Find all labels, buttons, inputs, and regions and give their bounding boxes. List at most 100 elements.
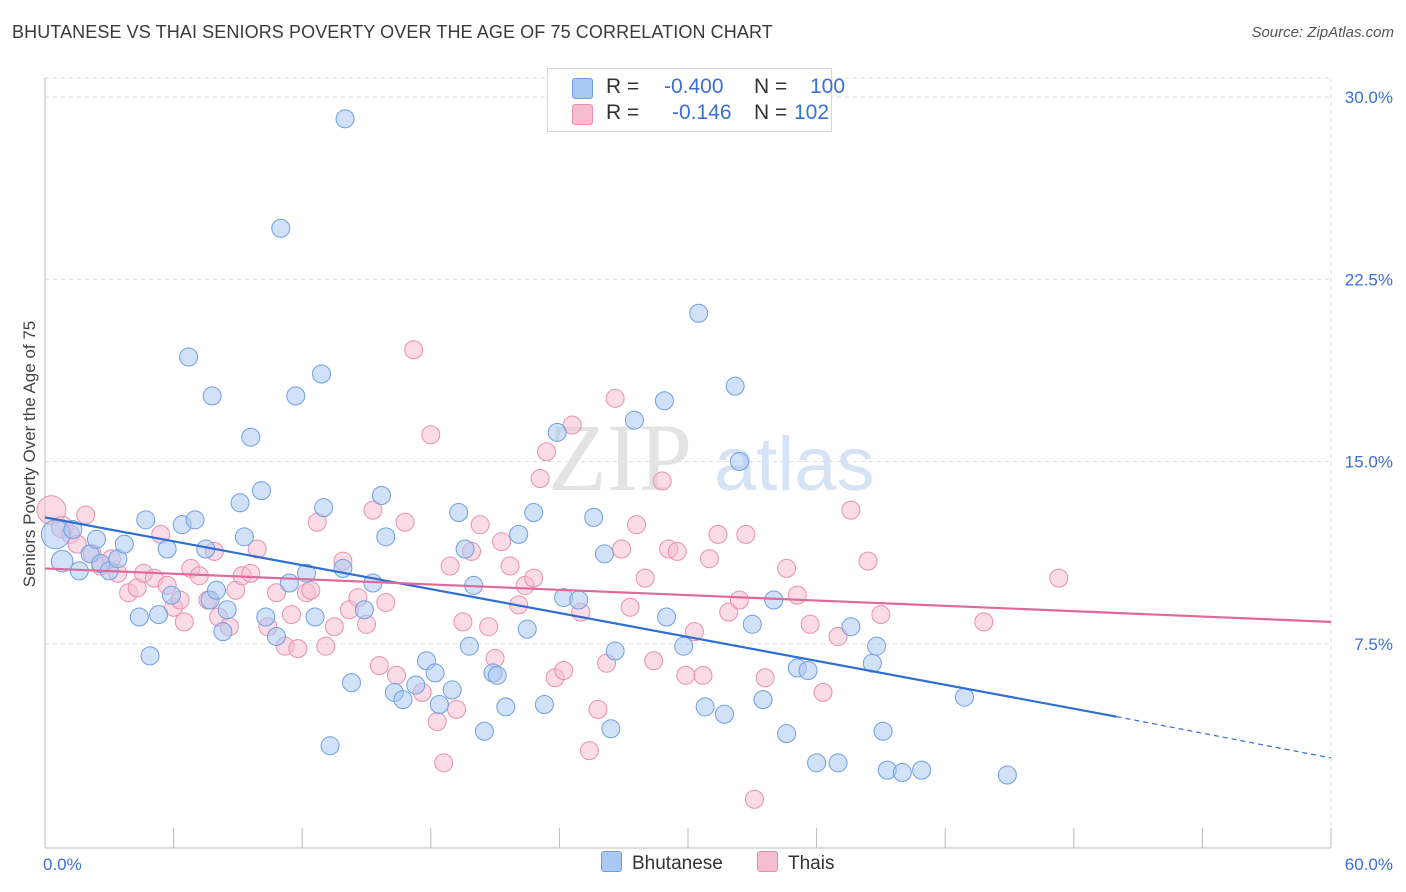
- bhutanese-point: [517, 619, 537, 639]
- bhutanese-point: [425, 663, 445, 683]
- bhutanese-point: [867, 636, 887, 656]
- bhutanese-point: [335, 109, 355, 129]
- bhutanese-point: [547, 422, 567, 442]
- bhutanese-point: [689, 303, 709, 323]
- thais-point: [699, 549, 719, 569]
- bhutanese-point: [114, 534, 134, 554]
- bhutanese-point: [474, 721, 494, 741]
- bhutanese-point: [798, 660, 818, 680]
- bhutanese-point: [161, 585, 181, 605]
- bhutanese-point: [86, 529, 106, 549]
- thais-point: [777, 558, 797, 578]
- legend-swatch-bhutanese: [572, 78, 593, 99]
- bhutanese-point: [807, 753, 827, 773]
- bhutanese-point: [140, 646, 160, 666]
- thais-point: [421, 425, 441, 445]
- y-tick-label: 7.5%: [1354, 635, 1393, 654]
- watermark: ZIP atlas: [548, 404, 875, 511]
- bhutanese-point: [828, 753, 848, 773]
- bhutanese-points: [40, 109, 1017, 785]
- bhutanese-point: [459, 636, 479, 656]
- bhutanese-point: [256, 607, 276, 627]
- thais-point: [500, 556, 520, 576]
- bhutanese-point: [234, 527, 254, 547]
- bhutanese-point: [487, 665, 507, 685]
- thais-point: [736, 524, 756, 544]
- bhutanese-point: [296, 563, 316, 583]
- bhutanese-point: [695, 697, 715, 717]
- bhutanese-point: [213, 622, 233, 642]
- thais-point: [174, 612, 194, 632]
- thais-point: [676, 665, 696, 685]
- legend-n-label: N =: [754, 101, 788, 124]
- thais-point: [316, 636, 336, 656]
- thais-point: [387, 665, 407, 685]
- bhutanese-point: [286, 386, 306, 406]
- legend-swatch-thais: [572, 104, 593, 125]
- axes: [44, 78, 1332, 849]
- bhutanese-point: [354, 600, 374, 620]
- legend-r-label: R =: [606, 101, 640, 124]
- bhutanese-point: [584, 507, 604, 527]
- thais-point: [612, 539, 632, 559]
- legend-n-label: N =: [754, 75, 788, 98]
- thais-point: [470, 515, 490, 535]
- bhutanese-point: [777, 724, 797, 744]
- thais-point: [755, 668, 775, 688]
- trend-lines: [44, 516, 1332, 759]
- bhutanese-point: [753, 690, 773, 710]
- thais-point: [1049, 568, 1069, 588]
- thais-point: [693, 665, 713, 685]
- thais-point: [369, 656, 389, 676]
- stats-legend: R = -0.400 N = 100 R = -0.146 N = 102: [547, 68, 845, 132]
- legend-r-label: R =: [606, 75, 640, 98]
- thais-point: [530, 469, 550, 489]
- bhutanese-point: [271, 218, 291, 238]
- thais-point: [427, 712, 447, 732]
- thais-point: [588, 699, 608, 719]
- bhutanese-point: [841, 617, 861, 637]
- bhutanese-point: [266, 626, 286, 646]
- thais-point: [554, 660, 574, 680]
- thais-point: [395, 512, 415, 532]
- bhutanese-point: [674, 636, 694, 656]
- chart-title: BHUTANESE VS THAI SENIORS POVERTY OVER T…: [12, 22, 773, 42]
- bottom-legend-label-thais: Thais: [788, 853, 835, 874]
- thais-point: [434, 753, 454, 773]
- thais-trend-line: [44, 567, 1332, 623]
- thais-point: [871, 605, 891, 625]
- thais-point: [974, 612, 994, 632]
- bhutanese-point: [50, 549, 74, 573]
- thais-point: [787, 585, 807, 605]
- bhutanese-point: [657, 607, 677, 627]
- bhutanese-point: [534, 695, 554, 714]
- bhutanese-point: [429, 695, 449, 714]
- bottom-legend-swatch-thais: [757, 851, 778, 872]
- y-axis-label: Seniors Poverty Over the Age of 75: [20, 320, 39, 588]
- bhutanese-point: [376, 527, 396, 547]
- thais-point: [537, 442, 557, 462]
- thais-point: [708, 524, 728, 544]
- thais-point: [813, 682, 833, 702]
- bhutanese-point: [569, 590, 589, 610]
- thais-point: [324, 617, 344, 637]
- bhutanese-point: [320, 736, 340, 756]
- bhutanese-point: [742, 614, 762, 634]
- bhutanese-point: [496, 697, 516, 717]
- bhutanese-point: [892, 763, 912, 783]
- bhutanese-point: [372, 486, 392, 506]
- bhutanese-point: [217, 600, 237, 620]
- bhutanese-point: [206, 580, 226, 600]
- thais-point: [288, 639, 308, 659]
- bhutanese-point: [157, 539, 177, 559]
- thais-point: [453, 612, 473, 632]
- thais-point: [627, 515, 647, 535]
- bhutanese-point: [594, 544, 614, 564]
- bhutanese-point: [714, 704, 734, 724]
- source-label: Source: ZipAtlas.com: [1251, 24, 1394, 41]
- thais-point: [800, 614, 820, 634]
- thais-point: [492, 532, 512, 552]
- bhutanese-point: [314, 498, 334, 518]
- thais-point: [376, 592, 396, 612]
